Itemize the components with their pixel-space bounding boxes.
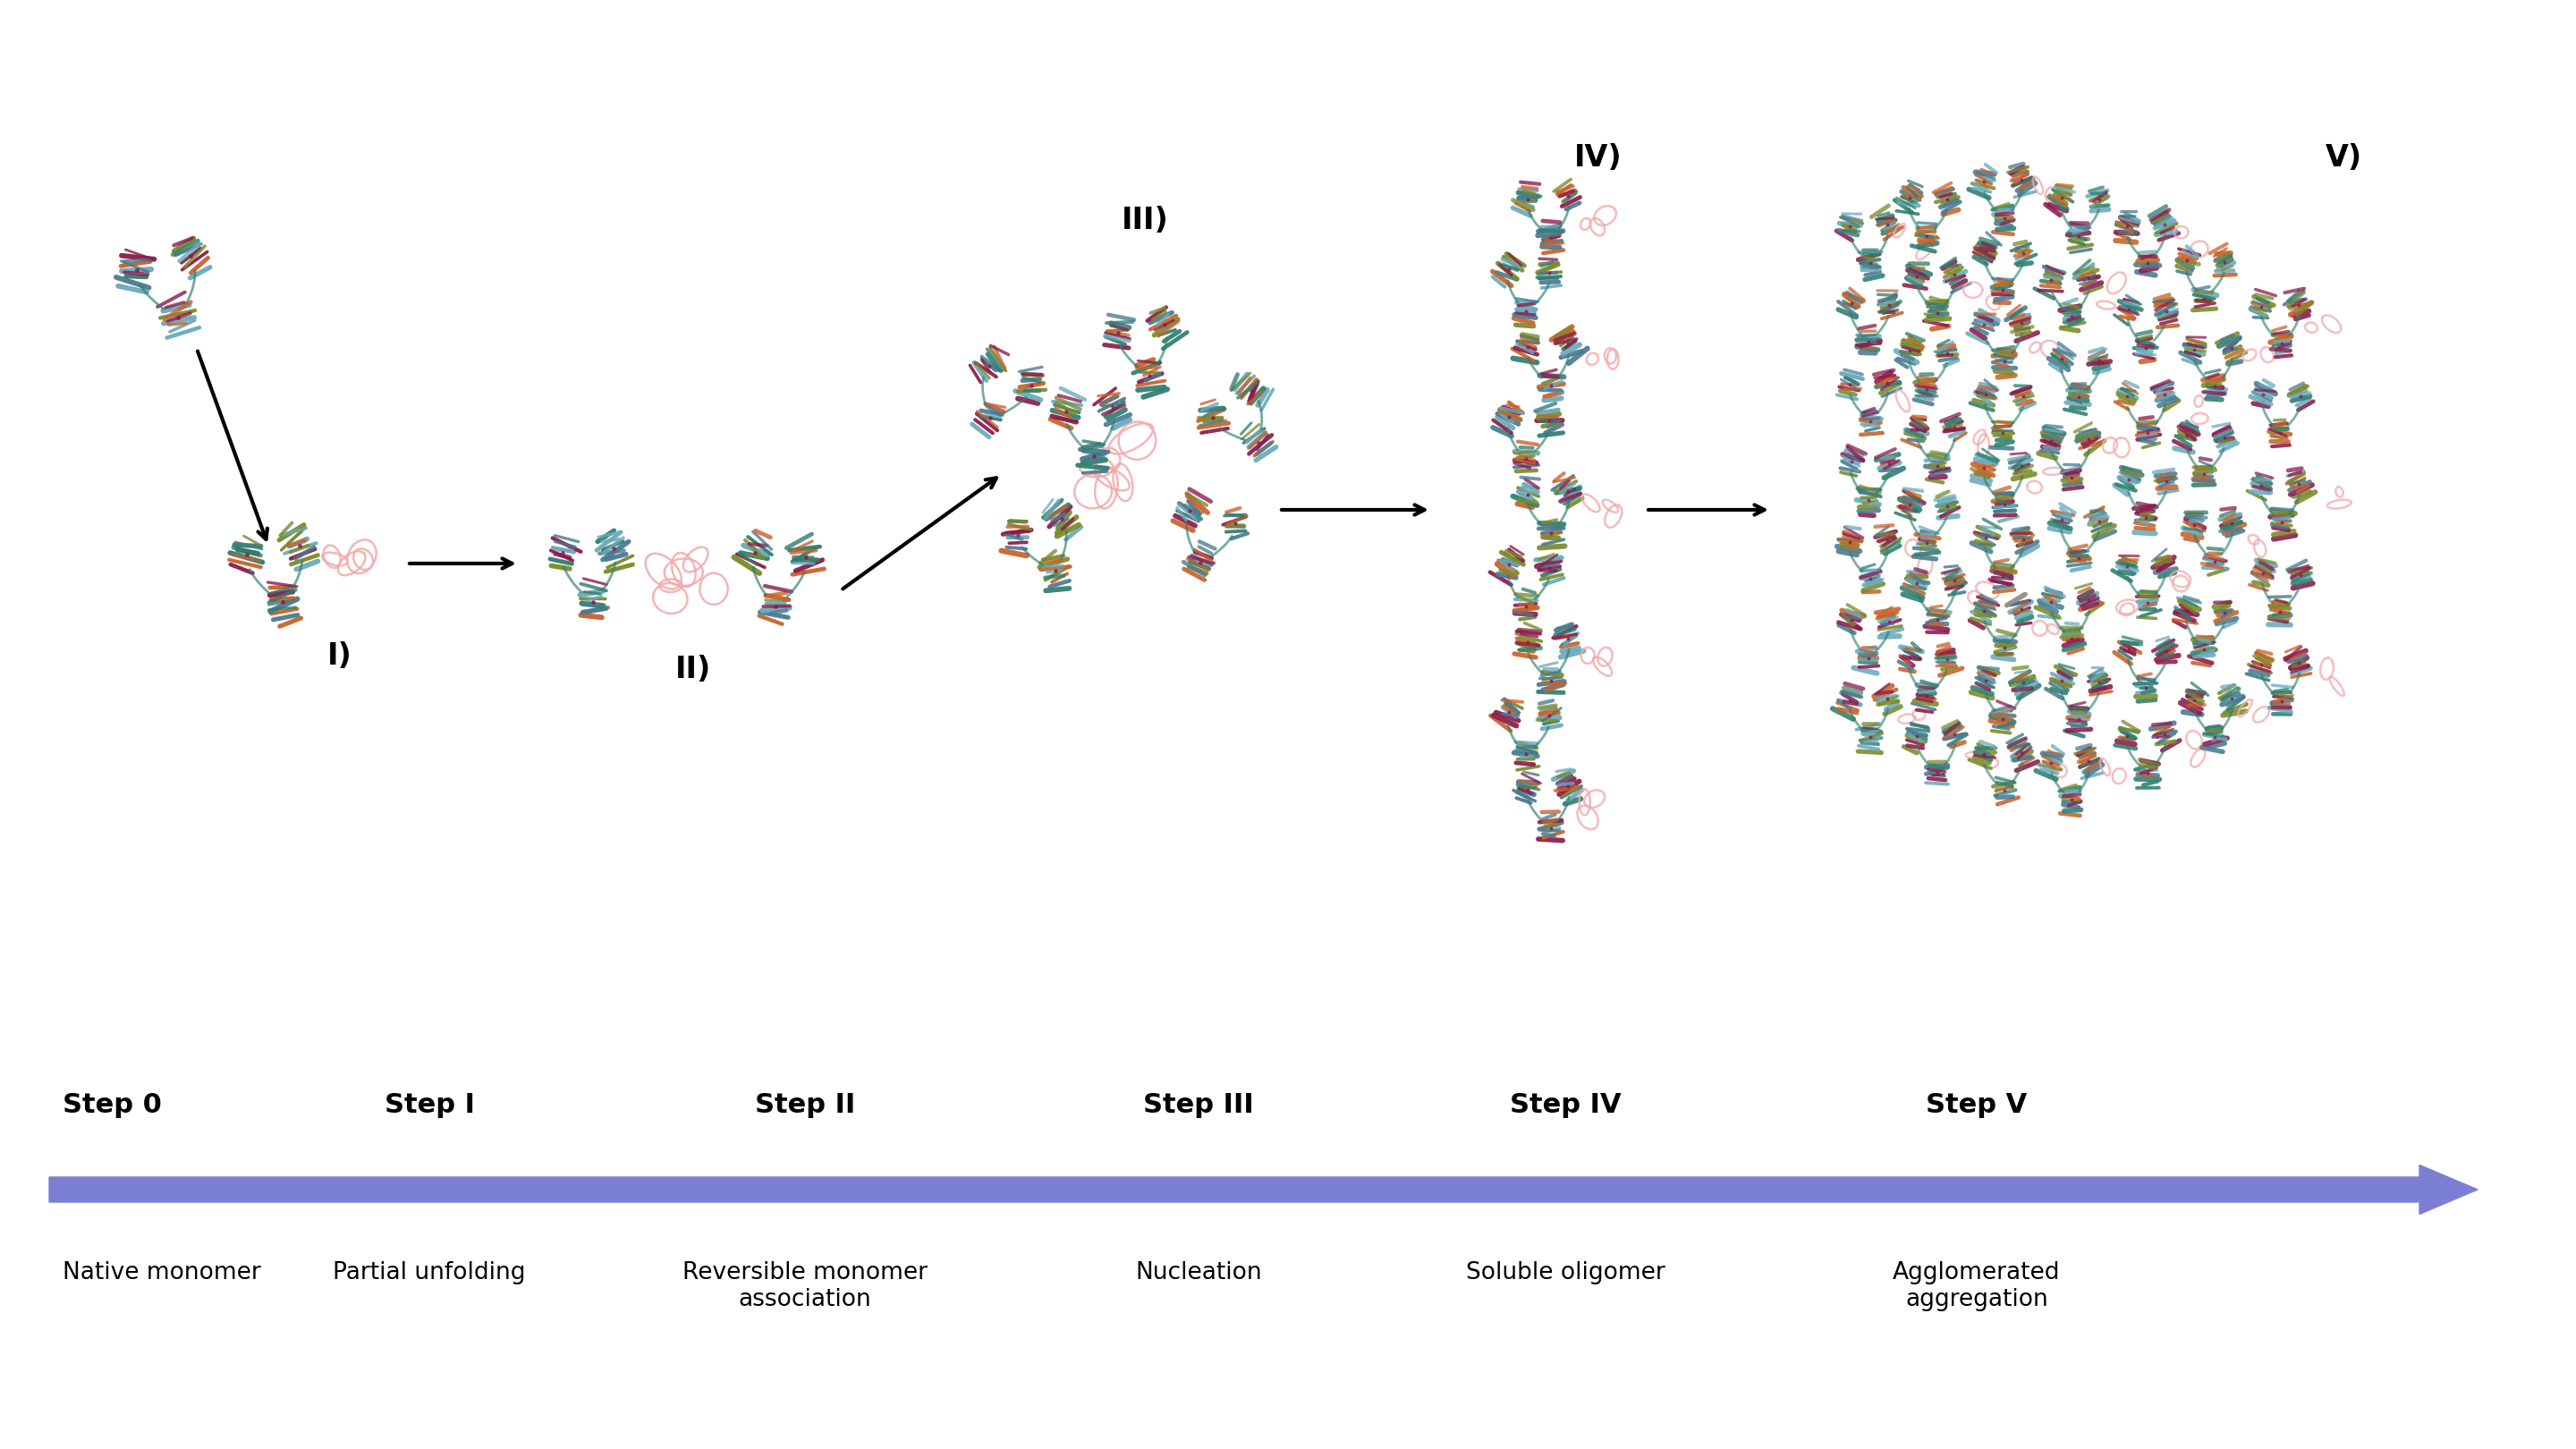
Text: III): III) (1121, 206, 1170, 235)
Text: Reversible monomer
association: Reversible monomer association (683, 1261, 927, 1311)
Text: V): V) (2326, 143, 2362, 172)
Text: Step 0: Step 0 (62, 1093, 162, 1119)
Text: Step V: Step V (1927, 1093, 2027, 1119)
Text: Agglomerated
aggregation: Agglomerated aggregation (1893, 1261, 2061, 1311)
Text: Step IV: Step IV (1510, 1093, 1620, 1119)
Text: IV): IV) (1574, 143, 1623, 172)
Text: Soluble oligomer: Soluble oligomer (1466, 1261, 1664, 1284)
Text: II): II) (675, 655, 711, 684)
Text: I): I) (327, 642, 353, 671)
Text: Step III: Step III (1144, 1093, 1255, 1119)
Text: Step II: Step II (755, 1093, 855, 1119)
FancyArrow shape (49, 1165, 2478, 1214)
Text: Step I: Step I (384, 1093, 474, 1119)
Text: Native monomer: Native monomer (62, 1261, 260, 1284)
Text: Partial unfolding: Partial unfolding (332, 1261, 526, 1284)
Text: Nucleation: Nucleation (1136, 1261, 1262, 1284)
